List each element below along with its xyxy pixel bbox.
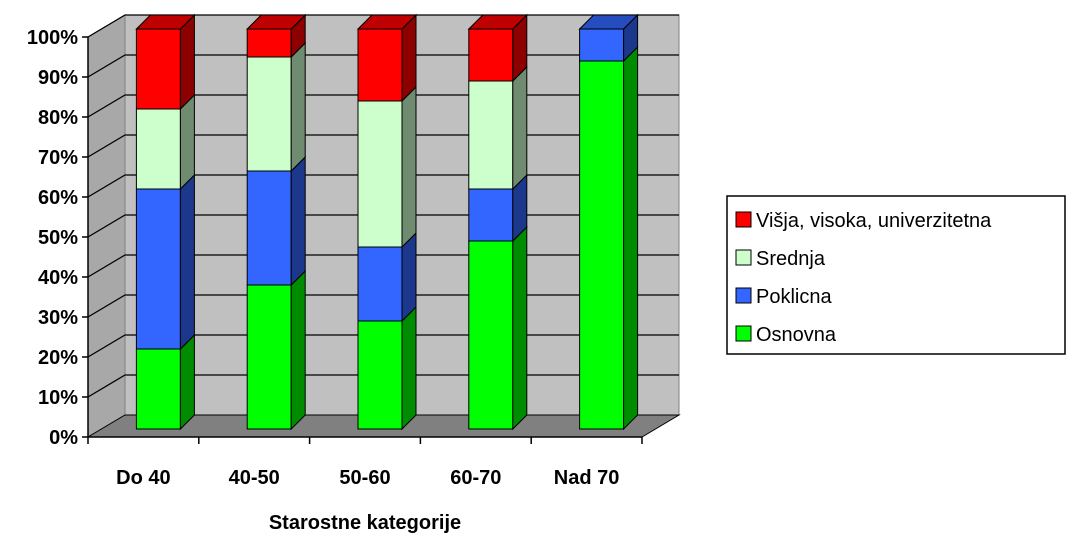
bar-segment-Osnovna-side (512, 225, 528, 431)
legend-label-Srednja: Srednja (756, 248, 826, 270)
bar-segment-Poklicna (135, 188, 181, 350)
legend: Višja, visoka, univerzitetna Srednja Pokli… (726, 195, 1066, 355)
bar-segment-Poklicna-side (401, 231, 417, 323)
bar-segment-Višja, visoka, univerzitetna-side (179, 13, 195, 111)
bar-segment-Srednja-side (290, 41, 306, 173)
bar-segment-Srednja (357, 100, 403, 248)
bar-segment-Višja, visoka, univerzitetna (357, 28, 403, 102)
bar-segment-Višja, visoka, univerzitetna-top (467, 14, 529, 30)
bar-segment-Osnovna-side (401, 305, 417, 431)
bar-segment-Višja, visoka, univerzitetna-top (356, 14, 418, 30)
y-tick-label: 10% (38, 387, 78, 409)
y-tick-label: 30% (38, 307, 78, 329)
bar-60-70 (467, 13, 529, 431)
bar-segment-Osnovna-side (623, 45, 639, 431)
y-tick-label: 100% (27, 27, 78, 49)
bar-segment-Osnovna (357, 320, 403, 430)
legend-box (726, 195, 1066, 355)
bar-segment-Srednja-side (179, 93, 195, 191)
axes (82, 36, 643, 444)
legend-swatch-Višja, visoka, univerzitetna (735, 211, 752, 228)
bar-segment-Osnovna (135, 348, 181, 430)
y-tick-label: 60% (38, 187, 78, 209)
bar-segment-Poklicna (246, 170, 292, 286)
bar-segment-Srednja-side (401, 85, 417, 249)
bar-segment-Poklicna-side (290, 155, 306, 287)
y-tick-label: 80% (38, 107, 78, 129)
bar-segment-Višja, visoka, univerzitetna (468, 28, 514, 82)
bar-segment-Srednja (468, 80, 514, 190)
y-tick-label: 20% (38, 347, 78, 369)
legend-label-Višja, visoka, univerzitetna: Višja, visoka, univerzitetna (756, 210, 992, 232)
legend-swatch-Srednja (735, 249, 752, 266)
bar-40-50 (245, 13, 307, 431)
x-tick-label: 50-60 (339, 467, 390, 489)
bar-segment-Osnovna-side (290, 269, 306, 431)
bar-segment-Poklicna-top (578, 14, 639, 30)
y-tick-label: 0% (49, 427, 78, 449)
y-tick-label: 50% (38, 227, 78, 249)
bar-segment-Poklicna-side (179, 173, 195, 351)
bars (135, 13, 639, 431)
bar-segment-Poklicna (468, 188, 514, 242)
x-tick-label: 60-70 (450, 467, 501, 489)
y-tick-labels: 0% 10% 20% 30% 40% 50% 60% 70% 80% 90% 100% (27, 27, 78, 449)
y-tick-label: 40% (38, 267, 78, 289)
bar-segment-Višja, visoka, univerzitetna (246, 28, 292, 58)
bar-segment-Višja, visoka, univerzitetna-side (401, 13, 417, 103)
x-tick-label: Do 40 (116, 467, 170, 489)
bar-segment-Osnovna-side (179, 333, 195, 431)
legend-swatch-Osnovna (735, 325, 752, 342)
bar-segment-Poklicna (357, 246, 403, 322)
bar-Nad 70 (578, 13, 639, 431)
x-tick-label: Nad 70 (554, 467, 620, 489)
x-axis-label: Starostne kategorije (269, 512, 461, 534)
x-tick-label: 40-50 (229, 467, 280, 489)
bar-segment-Osnovna (579, 60, 625, 430)
bar-segment-Višja, visoka, univerzitetna (135, 28, 181, 110)
bar-Do 40 (135, 13, 196, 431)
bar-segment-Srednja-side (512, 65, 528, 191)
bar-segment-Srednja (135, 108, 181, 190)
bar-segment-Osnovna (468, 240, 514, 430)
legend-swatch-Poklicna (735, 287, 752, 304)
y-tick-label: 90% (38, 67, 78, 89)
bar-segment-Višja, visoka, univerzitetna-top (135, 14, 196, 30)
legend-label-Poklicna: Poklicna (756, 286, 832, 308)
bar-segment-Osnovna (246, 284, 292, 430)
legend-label-Osnovna: Osnovna (756, 324, 837, 346)
x-tick-labels: Do 40 40-50 50-60 60-70 Nad 70 (116, 467, 619, 489)
bar-segment-Srednja (246, 56, 292, 172)
bar-50-60 (356, 13, 418, 431)
y-tick-label: 70% (38, 147, 78, 169)
bar-segment-Višja, visoka, univerzitetna-top (245, 14, 307, 30)
bar-segment-Poklicna (579, 28, 625, 62)
